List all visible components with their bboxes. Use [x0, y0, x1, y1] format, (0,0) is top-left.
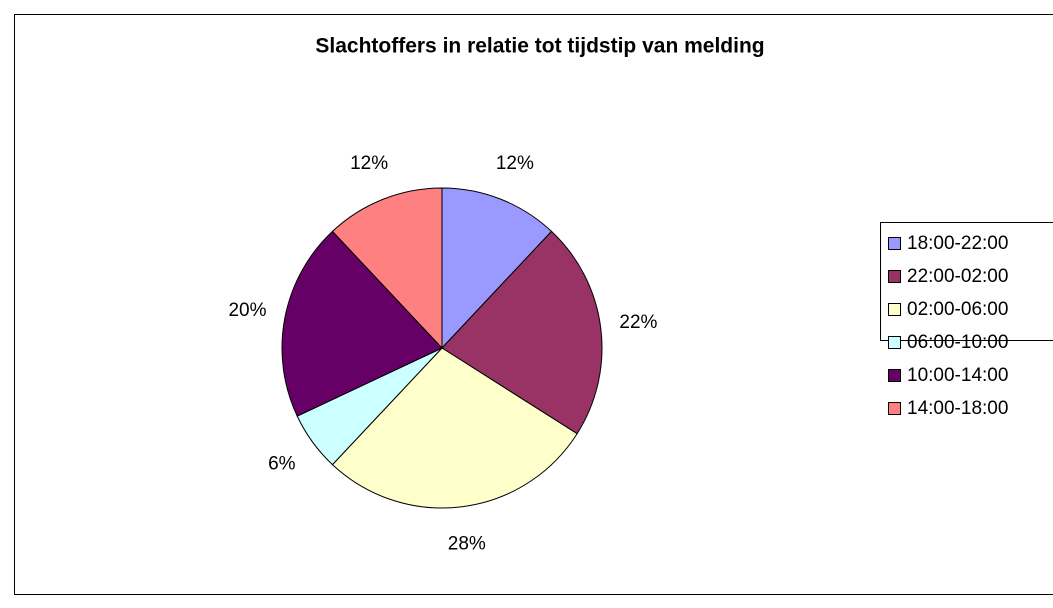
data-label: 6%	[268, 453, 296, 474]
legend-swatch	[888, 369, 901, 382]
legend-swatch	[888, 402, 901, 415]
data-label: 28%	[448, 533, 486, 554]
legend-label: 06:00-10:00	[907, 332, 1008, 353]
pie-slice	[331, 347, 578, 509]
legend-swatch	[888, 303, 901, 316]
pie-slice	[331, 187, 443, 350]
pie-slice	[441, 187, 553, 350]
legend-label: 22:00-02:00	[907, 266, 1008, 287]
legend-label: 02:00-06:00	[907, 299, 1008, 320]
data-label: 12%	[350, 153, 388, 174]
legend-box	[880, 222, 1053, 341]
legend-label: 14:00-18:00	[907, 398, 1008, 419]
legend-swatch	[888, 336, 901, 349]
legend-swatch	[888, 270, 901, 283]
data-label: 22%	[619, 312, 657, 333]
data-label: 20%	[228, 300, 266, 321]
legend-label: 18:00-22:00	[907, 233, 1008, 254]
pie-slice	[441, 230, 603, 435]
legend-swatch	[888, 237, 901, 250]
data-label: 12%	[496, 153, 534, 174]
chart-title: Slachtoffers in relatie tot tijdstip van…	[315, 35, 764, 58]
pie-slice	[281, 230, 443, 417]
legend-label: 10:00-14:00	[907, 365, 1008, 386]
